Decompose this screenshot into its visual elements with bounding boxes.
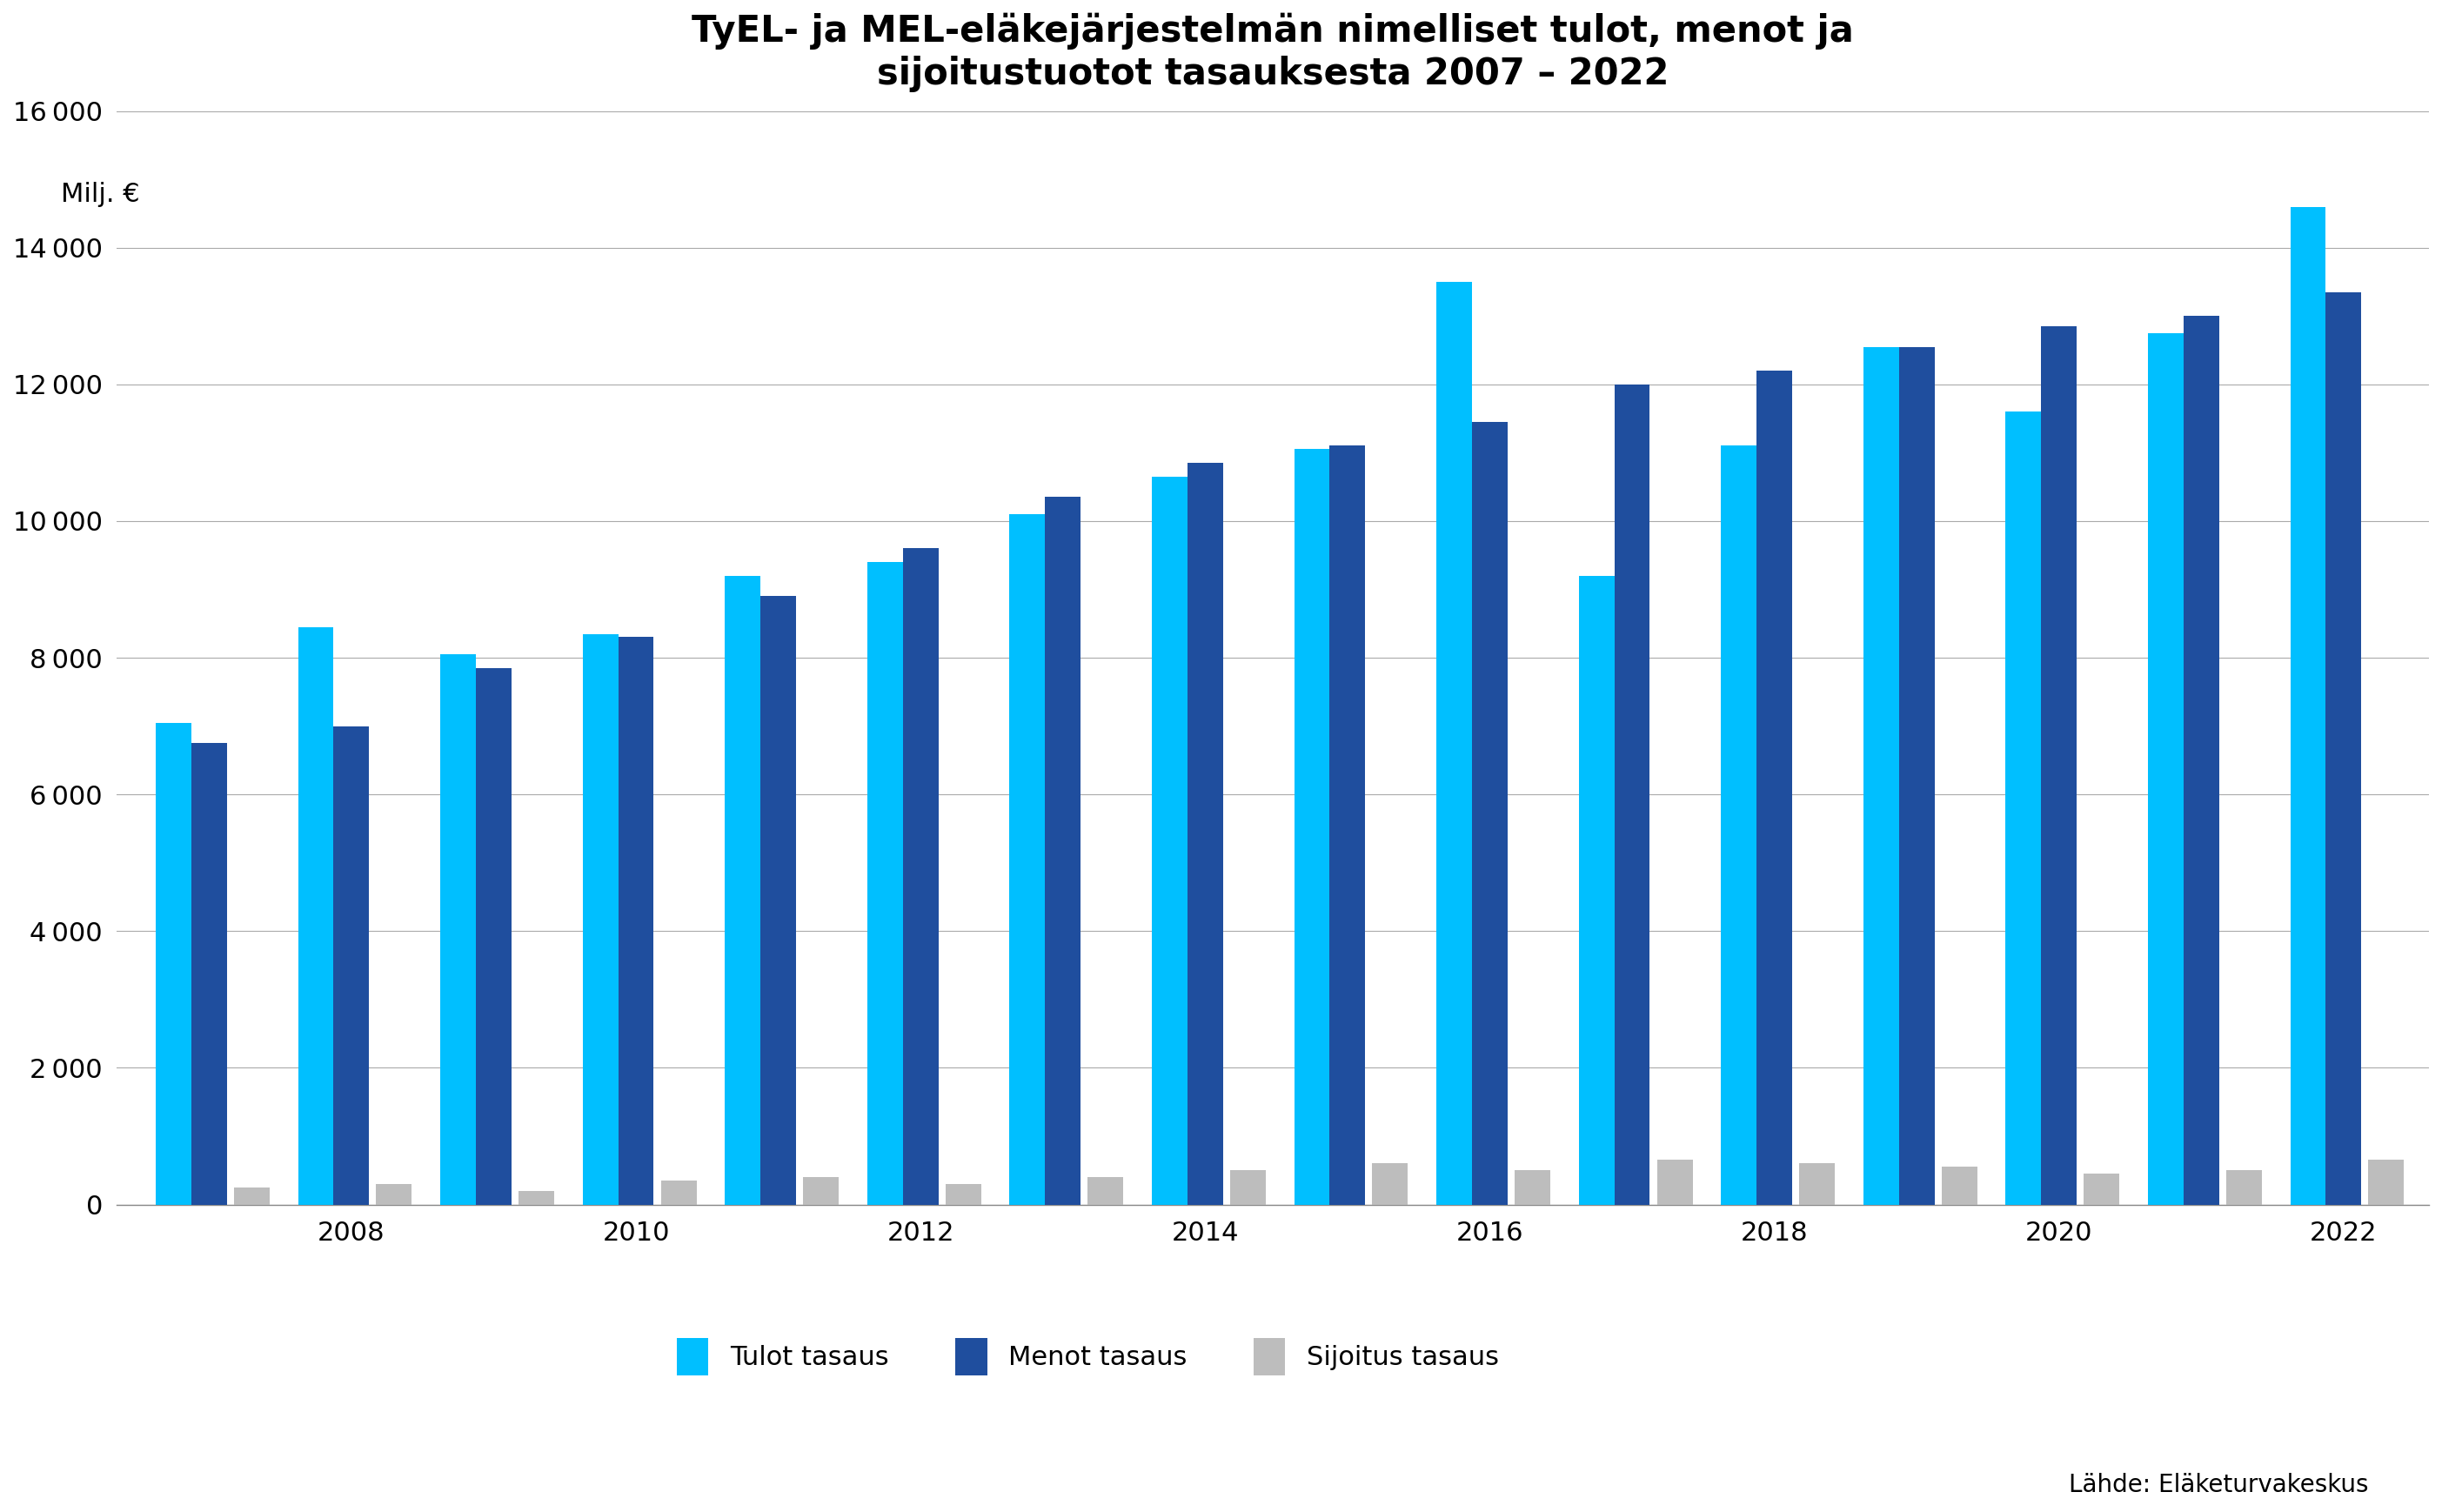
Bar — [945, 1184, 982, 1205]
Legend: Tulot tasaus, Menot tasaus, Sijoitus tasaus: Tulot tasaus, Menot tasaus, Sijoitus tas… — [667, 1328, 1509, 1387]
Bar — [867, 562, 904, 1205]
Bar — [1045, 497, 1082, 1205]
Bar — [1658, 1160, 1692, 1205]
Bar — [2227, 1170, 2261, 1205]
Bar — [156, 723, 190, 1205]
Bar — [1863, 346, 1900, 1205]
Title: TyEL- ja MEL-eläkejärjestelmän nimelliset tulot, menot ja
sijoitustuotot tasauks: TyEL- ja MEL-eläkejärjestelmän nimellise… — [691, 14, 1853, 92]
Bar — [2291, 207, 2325, 1205]
Bar — [1009, 514, 1045, 1205]
Bar — [2149, 333, 2183, 1205]
Bar — [1153, 476, 1187, 1205]
Bar — [1578, 576, 1614, 1205]
Bar — [2083, 1173, 2120, 1205]
Bar — [618, 637, 654, 1205]
Bar — [476, 668, 510, 1205]
Bar — [1941, 1167, 1978, 1205]
Bar — [1756, 370, 1792, 1205]
Bar — [803, 1178, 838, 1205]
Bar — [1294, 449, 1331, 1205]
Bar — [376, 1184, 413, 1205]
Bar — [298, 627, 335, 1205]
Bar — [1900, 346, 1934, 1205]
Bar — [234, 1187, 269, 1205]
Bar — [518, 1191, 554, 1205]
Bar — [1231, 1170, 1265, 1205]
Bar — [190, 744, 227, 1205]
Bar — [1514, 1170, 1551, 1205]
Bar — [440, 655, 476, 1205]
Bar — [2042, 327, 2076, 1205]
Bar — [759, 596, 796, 1205]
Bar — [584, 634, 618, 1205]
Bar — [1800, 1164, 1834, 1205]
Text: Milj. €: Milj. € — [61, 181, 139, 207]
Bar — [1331, 446, 1365, 1205]
Bar — [1473, 422, 1507, 1205]
Bar — [662, 1181, 696, 1205]
Bar — [725, 576, 759, 1205]
Bar — [2325, 292, 2361, 1205]
Bar — [1372, 1164, 1409, 1205]
Bar — [1087, 1178, 1123, 1205]
Bar — [2369, 1160, 2403, 1205]
Bar — [1614, 384, 1651, 1205]
Bar — [335, 726, 369, 1205]
Bar — [1436, 281, 1473, 1205]
Bar — [1187, 463, 1223, 1205]
Bar — [1722, 446, 1756, 1205]
Text: Lähde: Eläketurvakeskus: Lähde: Eläketurvakeskus — [2068, 1473, 2369, 1497]
Bar — [2183, 316, 2220, 1205]
Bar — [904, 549, 938, 1205]
Bar — [2005, 411, 2042, 1205]
